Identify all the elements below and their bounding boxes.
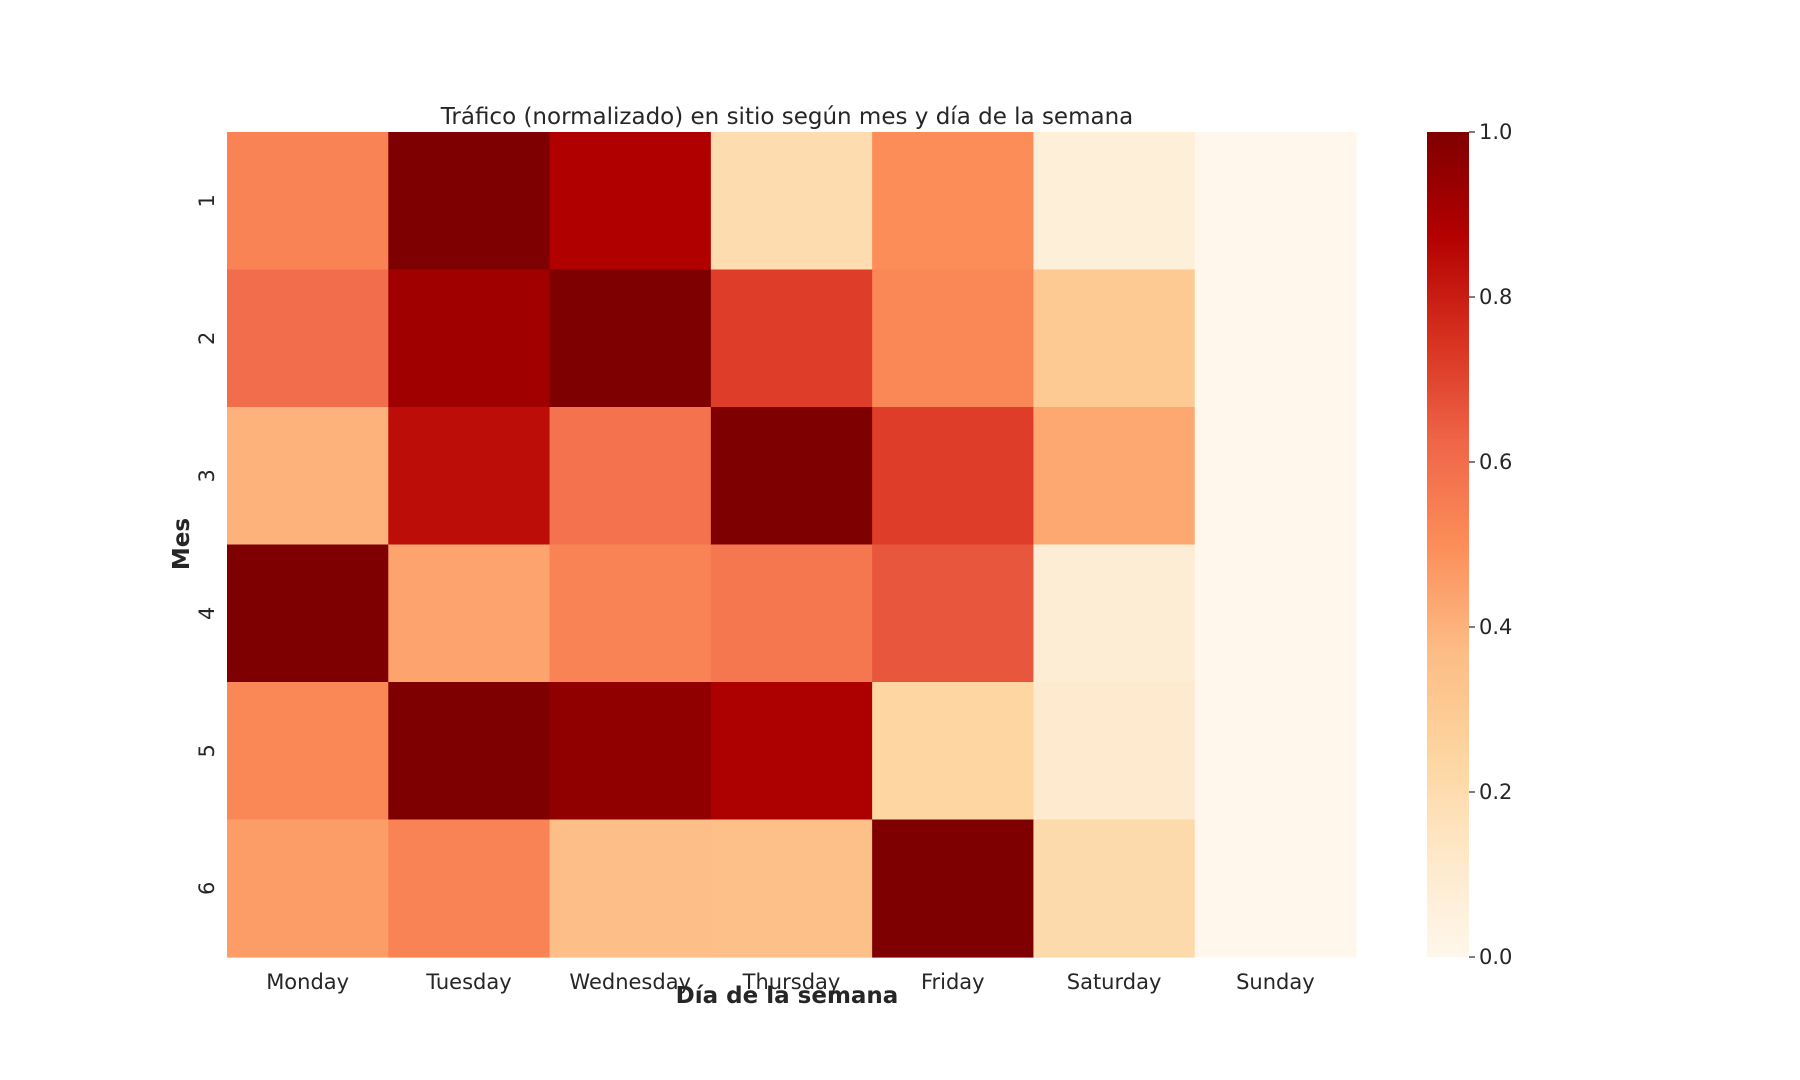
heatmap-cell-4-wednesday: [549, 544, 712, 683]
heatmap-cell-3-tuesday: [388, 407, 551, 546]
heatmap-cell-2-friday: [872, 269, 1035, 408]
heatmap-cell-1-wednesday: [549, 132, 712, 271]
heatmap-cell-4-monday: [227, 544, 389, 683]
heatmap-cell-3-thursday: [710, 407, 873, 546]
y-tick-label: 6: [195, 882, 219, 895]
heatmap-cell-6-thursday: [710, 819, 873, 958]
heatmap-cells: [227, 132, 1357, 958]
heatmap-cell-1-saturday: [1033, 132, 1196, 271]
x-axis-label: Día de la semana: [676, 983, 899, 1009]
x-tick-label: Thursday: [742, 970, 841, 994]
heatmap-cell-6-monday: [227, 819, 389, 958]
heatmap-cell-4-friday: [872, 544, 1035, 683]
heatmap-cell-4-saturday: [1033, 544, 1196, 683]
heatmap-cell-2-wednesday: [549, 269, 712, 408]
x-tick-label: Monday: [266, 970, 349, 994]
y-axis-ticks: 1 2 3 4 5 6: [195, 194, 219, 895]
y-tick-label: 1: [195, 194, 219, 207]
heatmap-cell-3-friday: [872, 407, 1035, 546]
colorbar-tick-label: 0.0: [1479, 945, 1512, 969]
heatmap-cell-6-friday: [872, 819, 1035, 958]
heatmap-cell-6-sunday: [1194, 819, 1357, 958]
y-tick-label: 3: [195, 469, 219, 482]
heatmap-cell-6-tuesday: [388, 819, 551, 958]
heatmap-cell-5-saturday: [1033, 682, 1196, 821]
heatmap-cell-3-monday: [227, 407, 389, 546]
heatmap-cell-3-wednesday: [549, 407, 712, 546]
heatmap-cell-5-monday: [227, 682, 389, 821]
heatmap-cell-1-thursday: [710, 132, 873, 271]
x-tick-label: Sunday: [1236, 970, 1315, 994]
heatmap-cell-6-saturday: [1033, 819, 1196, 958]
colorbar-tick-label: 0.6: [1479, 450, 1512, 474]
colorbar-tick-label: 0.8: [1479, 285, 1512, 309]
x-axis-ticks: Monday Tuesday Wednesday Thursday Friday Satu…: [266, 970, 1314, 994]
heatmap-cell-5-tuesday: [388, 682, 551, 821]
y-tick-label: 5: [195, 744, 219, 757]
heatmap-cell-3-saturday: [1033, 407, 1196, 546]
y-axis-label: Mes: [169, 518, 195, 570]
heatmap-cell-2-monday: [227, 269, 389, 408]
y-tick-label: 2: [195, 332, 219, 345]
heatmap-cell-2-sunday: [1194, 269, 1357, 408]
heatmap-cell-1-friday: [872, 132, 1035, 271]
x-tick-label: Friday: [921, 970, 985, 994]
heatmap-cell-5-friday: [872, 682, 1035, 821]
heatmap-cell-1-sunday: [1194, 132, 1357, 271]
heatmap-cell-6-wednesday: [549, 819, 712, 958]
colorbar-tick-label: 1.0: [1479, 120, 1512, 144]
heatmap-cell-5-sunday: [1194, 682, 1357, 821]
x-tick-label: Wednesday: [569, 970, 691, 994]
colorbar-tick-label: 0.2: [1479, 780, 1512, 804]
colorbar-gradient: [1427, 132, 1469, 957]
colorbar-ticks: 0.0 0.2 0.4 0.6 0.8 1.0: [1469, 120, 1512, 969]
chart-title: Tráfico (normalizado) en sitio según mes…: [440, 104, 1134, 130]
heatmap-cell-5-thursday: [710, 682, 873, 821]
colorbar-tick-label: 0.4: [1479, 615, 1512, 639]
heatmap-cell-5-wednesday: [549, 682, 712, 821]
x-tick-label: Tuesday: [425, 970, 511, 994]
heatmap-cell-2-tuesday: [388, 269, 551, 408]
heatmap-cell-4-sunday: [1194, 544, 1357, 683]
y-tick-label: 4: [195, 607, 219, 620]
heatmap-cell-4-tuesday: [388, 544, 551, 683]
x-tick-label: Saturday: [1067, 970, 1162, 994]
heatmap-cell-1-monday: [227, 132, 389, 271]
heatmap-cell-3-sunday: [1194, 407, 1357, 546]
heatmap-cell-1-tuesday: [388, 132, 551, 271]
heatmap-cell-2-thursday: [710, 269, 873, 408]
heatmap-cell-2-saturday: [1033, 269, 1196, 408]
heatmap-cell-4-thursday: [710, 544, 873, 683]
colorbar: 0.0 0.2 0.4 0.6 0.8 1.0: [1427, 120, 1512, 969]
